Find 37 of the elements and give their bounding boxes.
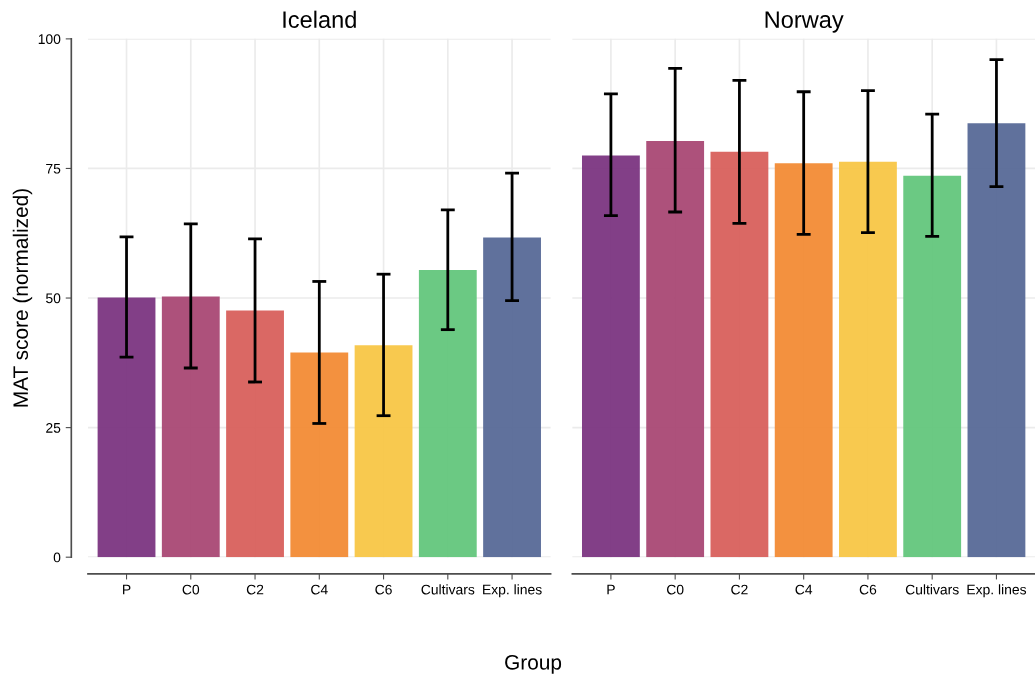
x-tick-label: P (123, 584, 131, 595)
bar (483, 237, 541, 558)
y-tick-label: 50 (46, 293, 61, 304)
x-tick-label: C0 (182, 584, 200, 595)
y-tick-label: 100 (38, 34, 61, 45)
x-tick-label: Exp. lines (967, 584, 1027, 598)
x-tick-label: C6 (859, 584, 877, 595)
bar (839, 161, 897, 558)
bar (97, 297, 156, 558)
chart-title: Iceland (283, 10, 356, 28)
bar (290, 352, 349, 558)
bar (710, 151, 769, 558)
bar (226, 310, 284, 558)
x-tick-label: Cultivars (421, 584, 475, 595)
x-tick-label: Cultivars (905, 584, 959, 595)
x-tick-label: C0 (666, 584, 684, 595)
bar (967, 123, 1026, 558)
x-tick-label: C6 (375, 584, 392, 595)
x-tick-label: C4 (795, 584, 813, 595)
bar (646, 140, 705, 558)
x-tick-label: C2 (246, 584, 264, 595)
x-tick-label: C2 (731, 584, 748, 595)
x-tick-label: P (607, 584, 615, 595)
bar (903, 175, 962, 558)
x-tick-label: C4 (311, 584, 328, 595)
x-tick-label: Exp. lines (483, 584, 542, 598)
y-tick-label: 75 (46, 163, 61, 174)
chart-title: Norway (765, 11, 844, 33)
bar (418, 270, 477, 558)
y-tick-label: 25 (46, 422, 61, 433)
x-axis-title: Group (505, 654, 562, 674)
bar (161, 296, 220, 558)
bar (354, 345, 413, 558)
y-tick-label: 0 (53, 552, 61, 563)
bar (774, 163, 833, 558)
bar (581, 155, 640, 558)
y-axis-title: MAT score (normalized) (12, 189, 33, 407)
